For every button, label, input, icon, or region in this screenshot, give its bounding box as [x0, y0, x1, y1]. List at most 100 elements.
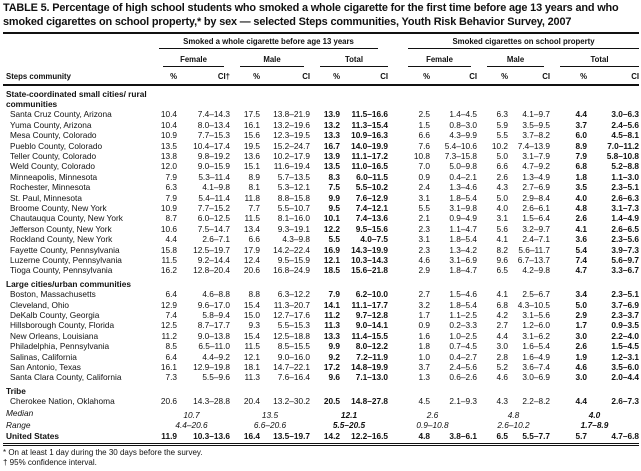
community-name: Minneapolis, Minnesota	[10, 171, 98, 182]
ci-value: 12.8–20.4	[193, 265, 230, 276]
ci-value: 13.5–19.7	[260, 430, 310, 446]
section-label: State-coordinated small cities/ rural co…	[6, 88, 147, 109]
subheader-female: Female	[153, 52, 230, 70]
percent-value: 14.1	[323, 299, 340, 310]
ci-value: 6.3–12.2	[277, 289, 310, 300]
table-row: Luzerne County, Pennsylvania 11.5 9.2–14.4…	[3, 255, 639, 265]
percent-value: 11.5	[244, 341, 260, 352]
united-states-row: United States 11.9 10.3–13.6 16.4 13.5–19.7 1…	[3, 430, 640, 446]
percent-value: 10.6	[160, 223, 177, 234]
ci-value: 4.6–8.8	[202, 289, 230, 300]
ci-value: 1.1–4.7	[449, 223, 477, 234]
group-header-school-property: Smoked cigarettes on school property	[388, 34, 640, 52]
ci-value: 1.3–4.2	[449, 244, 477, 255]
percent-value: 4.0	[496, 202, 508, 213]
ci-value: 14.2–22.4	[273, 244, 310, 255]
percent-value: 0.9	[418, 171, 430, 182]
section-label: Large cities/urban communities	[6, 278, 131, 289]
percent-value: 4.8	[575, 202, 587, 213]
table-row: Tioga County, Pennsylvania 16.2 12.8–20.4 2…	[3, 265, 639, 275]
percent-value: 11.3	[244, 372, 260, 383]
percent-value: 5.5	[496, 130, 508, 141]
ci-value: 5.4–10.6	[444, 140, 477, 151]
percent-value: 5.0	[575, 299, 587, 310]
ci-value: 4.3–9.9	[449, 130, 477, 141]
percent-value: 10.4	[160, 119, 177, 130]
percent-value: 3.1	[418, 192, 430, 203]
table-row: Santa Cruz County, Arizona 10.4 7.4–14.3 17…	[3, 109, 639, 119]
percent-value: 4.6	[575, 362, 587, 373]
percent-value: 3.5	[575, 182, 587, 193]
ci-value: 3.0–6.3	[611, 109, 640, 120]
ci-value: 0.7–4.5	[449, 341, 477, 352]
ci-value: 2.3–5.6	[611, 234, 640, 245]
community-name: Chautauqua County, New York	[10, 213, 123, 224]
range-value: 5.5–20.5	[332, 420, 366, 431]
community-name: Fayette County, Pennsylvania	[10, 244, 120, 255]
col-header-percent: %	[230, 69, 260, 86]
ci-value: 6.5–11.0	[198, 341, 230, 352]
percent-value: 1.8	[575, 171, 587, 182]
percent-value: 4.3	[496, 396, 508, 407]
ci-value: 11.3–20.7	[273, 299, 310, 310]
col-header-percent: %	[477, 69, 508, 86]
ci-value: 2.3–3.7	[611, 310, 640, 321]
table-row: DeKalb County, Georgia 7.4 5.8–9.4 15.0 12.7…	[3, 310, 639, 320]
ci-value: 14.3–28.8	[193, 396, 230, 407]
ci-value: 2.9–8.4	[522, 192, 550, 203]
median-value: 4.0	[588, 409, 601, 420]
percent-value: 5.0	[496, 150, 508, 161]
percent-value: 4.4	[575, 109, 587, 120]
section-label: Tribe	[6, 385, 26, 396]
ci-value: 6.2–10.0	[355, 289, 388, 300]
percent-value: 7.9	[165, 192, 177, 203]
percent-value: 4.8	[388, 430, 430, 446]
percent-value: 6.6	[248, 234, 260, 245]
percent-value: 13.5	[160, 140, 177, 151]
community-name: Weld County, Colorado	[10, 161, 96, 172]
percent-value: 3.1	[418, 234, 430, 245]
percent-value: 7.0	[418, 161, 430, 172]
percent-value: 1.6	[418, 330, 430, 341]
percent-value: 19.5	[243, 140, 260, 151]
ci-value: 9.0–15.9	[197, 161, 230, 172]
percent-value: 15.1	[243, 161, 260, 172]
table-row: Yuma County, Arizona 10.4 8.0–13.4 16.1 13.2…	[3, 120, 639, 130]
ci-value: 7.5–14.7	[197, 223, 230, 234]
ci-value: 11.0–16.5	[351, 161, 388, 172]
subheader-female: Female	[388, 52, 477, 70]
percent-value: 5.9	[496, 119, 508, 130]
percent-value: 13.5	[323, 161, 340, 172]
ci-value: 8.5–15.5	[277, 341, 310, 352]
percent-value: 1.8	[418, 341, 430, 352]
ci-value: 9.0–14.1	[355, 320, 388, 331]
community-name: Luzerne County, Pennsylvania	[10, 255, 122, 265]
ci-value: 0.6–2.6	[449, 372, 477, 383]
ci-value: 2.3–5.1	[611, 289, 640, 300]
ci-value: 3.5–9.5	[522, 119, 550, 130]
community-name: Santa Cruz County, Arizona	[10, 109, 112, 120]
percent-value: 15.4	[243, 299, 260, 310]
ci-value: 10.2–17.9	[273, 150, 310, 161]
median-value: 12.1	[340, 409, 358, 420]
percent-value: 6.0	[575, 130, 587, 141]
col-header-percent: %	[153, 69, 177, 86]
ci-value: 5.3–12.1	[277, 182, 310, 193]
community-name: United States	[3, 430, 153, 446]
percent-value: 8.1	[248, 182, 260, 193]
ci-value: 0.9–4.9	[449, 213, 477, 224]
ci-value: 4.7–9.2	[522, 161, 550, 172]
percent-value: 6.6	[496, 161, 508, 172]
percent-value: 5.5	[328, 234, 340, 245]
ci-value: 1.3–4.6	[449, 182, 477, 193]
col-header-percent: %	[388, 69, 430, 86]
percent-value: 4.1	[496, 289, 508, 300]
ci-value: 4.0–7.5	[360, 234, 388, 245]
table-row: Hillsborough County, Florida 12.5 8.7–17.7…	[3, 320, 639, 330]
ci-value: 12.3–19.5	[273, 130, 310, 141]
footnote: † 95% confidence interval.	[3, 458, 97, 467]
percent-value: 10.4	[160, 109, 177, 120]
percent-value: 7.9	[328, 289, 340, 300]
ci-value: 13.2–30.2	[273, 396, 310, 407]
percent-value: 20.6	[160, 396, 177, 407]
